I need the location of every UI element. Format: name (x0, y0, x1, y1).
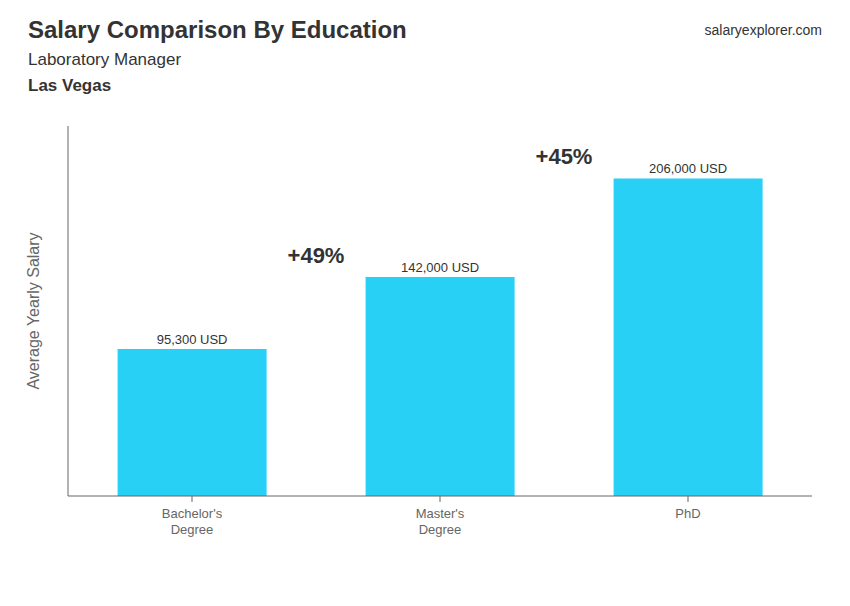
html-text:Laboratory Manager: Laboratory Manager (28, 50, 182, 69)
html-text:+45%: +45% (535, 144, 593, 170)
svg-text:PhD: PhD (675, 506, 700, 521)
svg-text:206,000 USD: 206,000 USD (649, 161, 727, 176)
html-text:Las Vegas: Las Vegas (28, 76, 112, 95)
html-text:+49%: +49% (287, 243, 345, 269)
html-text:salaryexplorer.com: salaryexplorer.com (704, 22, 822, 38)
svg-text:Master'sDegree: Master'sDegree (416, 506, 465, 537)
svg-text:95,300 USD: 95,300 USD (157, 332, 228, 347)
svg-text:Bachelor'sDegree: Bachelor'sDegree (162, 506, 223, 537)
html-text:Salary Comparison By Education: Salary Comparison By Education (28, 16, 407, 43)
svg-text:142,000 USD: 142,000 USD (401, 260, 479, 275)
svg-text:Average Yearly Salary: Average Yearly Salary (25, 232, 42, 389)
